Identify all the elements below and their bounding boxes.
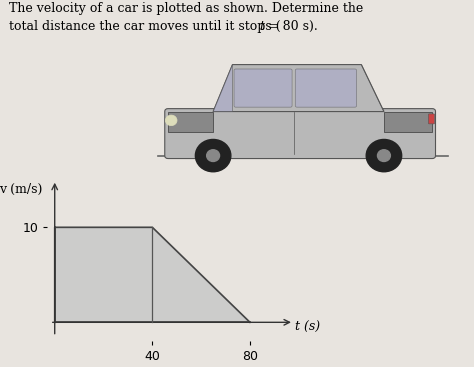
Circle shape — [377, 150, 391, 161]
Text: t (s): t (s) — [295, 320, 320, 334]
Text: v (m/s): v (m/s) — [0, 183, 43, 196]
Text: = 80 s).: = 80 s). — [264, 20, 318, 33]
Circle shape — [165, 115, 177, 126]
Polygon shape — [361, 65, 384, 112]
Polygon shape — [384, 112, 432, 132]
Text: total distance the car moves until it stops (: total distance the car moves until it st… — [9, 20, 281, 33]
Circle shape — [366, 139, 401, 172]
FancyBboxPatch shape — [428, 114, 435, 124]
Polygon shape — [55, 227, 250, 322]
Text: t: t — [260, 20, 265, 33]
Polygon shape — [213, 65, 384, 112]
Circle shape — [195, 139, 231, 172]
Polygon shape — [168, 112, 213, 132]
FancyBboxPatch shape — [295, 69, 356, 107]
Text: The velocity of a car is plotted as shown. Determine the: The velocity of a car is plotted as show… — [9, 2, 364, 15]
Circle shape — [207, 150, 219, 161]
Polygon shape — [213, 65, 232, 112]
FancyBboxPatch shape — [234, 69, 292, 107]
FancyBboxPatch shape — [165, 109, 436, 159]
